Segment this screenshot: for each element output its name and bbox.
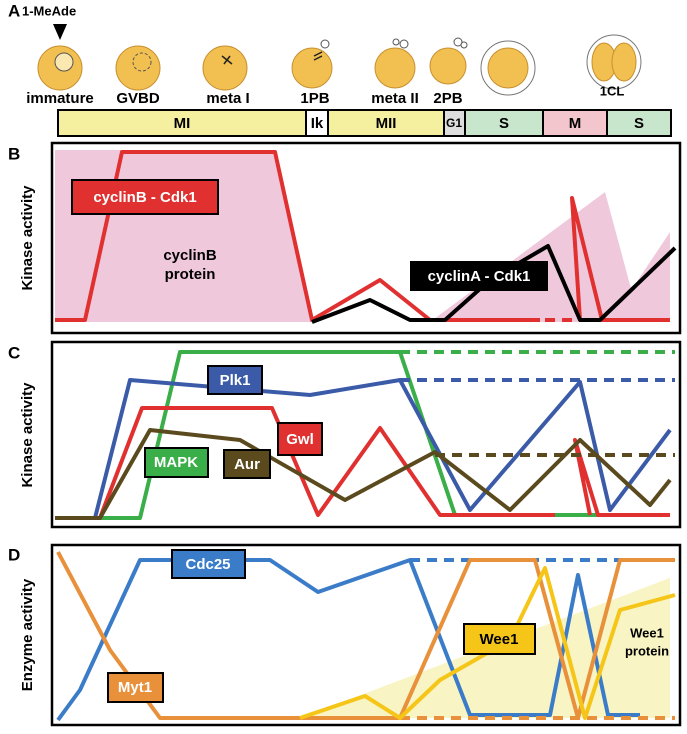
cell [429,47,467,85]
protein-label: Wee1 [630,625,664,640]
polar-body [460,41,468,49]
curve-label: MAPK [154,454,198,471]
protein-label: cyclinB [163,247,217,264]
panel-frame [50,340,682,529]
stage-label: meta I [206,90,249,107]
curve [55,150,540,322]
stage-label: immature [26,90,94,107]
protein-area [55,150,312,322]
curve-label: Aur [234,456,260,473]
nucleus [54,52,74,72]
polar-body [399,39,409,49]
stage-label: 1CL [600,83,625,98]
panel-letter: B [8,144,20,163]
label-box [463,623,536,655]
arrow [53,24,67,40]
label-box [144,447,209,478]
stage-label: 1PB [300,90,329,107]
polar-body [453,37,463,47]
label-box [207,365,263,395]
spindle [313,51,323,61]
panel-letter: D [8,545,20,564]
label-box [410,261,548,291]
label-box [107,672,164,703]
stage-label: 2PB [433,90,462,107]
curve-label: Gwl [286,431,314,448]
curve [55,406,555,520]
spindle [221,55,233,65]
phase-bar [57,109,672,137]
cell [487,47,529,89]
curve [573,438,670,517]
polar-body [392,38,400,46]
y-axis-label: Kinase activity [19,185,36,291]
protein-label: protein [165,266,216,283]
protein-area [610,232,670,322]
y-axis-label: Enzyme activity [19,578,36,691]
panel-letter: A [8,1,20,20]
cell [115,45,161,91]
phase-label: G1 [446,116,462,130]
panel-letter: C [8,343,20,362]
phase-label: MII [376,115,397,132]
nucleus [132,52,152,72]
cell [291,47,333,89]
label-box [277,422,323,456]
cell [202,45,248,91]
phase-label: Ik [311,115,324,132]
stimulus-label: 1-MeAde [22,3,76,18]
curve [55,428,672,520]
label-box [171,549,246,579]
phase-label: M [569,115,582,132]
curve-label: cyclinB - Cdk1 [93,189,196,206]
phase-label: S [499,115,509,132]
phase-label: MI [174,115,191,132]
curve-label: Cdc25 [185,556,230,573]
blastomere [611,42,637,82]
y-axis-label: Kinase activity [19,382,36,488]
cells [37,24,642,96]
phase-label: S [634,115,644,132]
protein-label: protein [625,643,669,658]
polar-body [320,39,330,49]
curve-label: Myt1 [118,679,152,696]
cell [374,47,416,89]
curve-label: Plk1 [220,372,251,389]
stage-label: GVBD [116,90,160,107]
curve [570,196,670,322]
phase [606,109,672,137]
label-box [71,179,219,215]
curve-label: Wee1 [480,631,519,648]
curve-label: cyclinA - Cdk1 [428,268,531,285]
stage-label: meta II [371,90,419,107]
label-box [223,449,271,479]
